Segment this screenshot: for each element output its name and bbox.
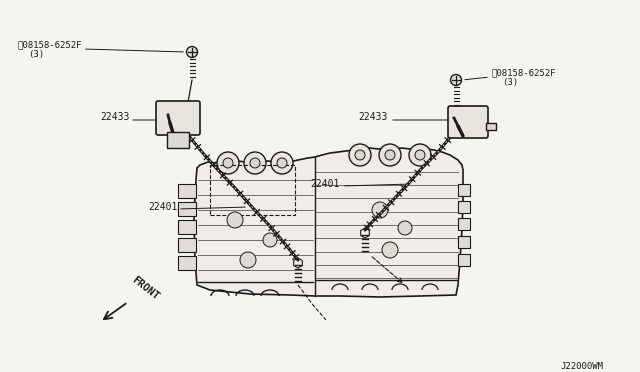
Circle shape: [217, 152, 239, 174]
Text: J22000WM: J22000WM: [560, 362, 603, 371]
Circle shape: [379, 144, 401, 166]
Circle shape: [223, 158, 233, 168]
Circle shape: [409, 144, 431, 166]
Text: 22401: 22401: [310, 179, 339, 189]
Bar: [458, 184, 470, 196]
Bar: [178, 202, 196, 216]
Circle shape: [186, 46, 198, 58]
Circle shape: [385, 150, 395, 160]
Text: (3): (3): [502, 78, 518, 87]
Bar: [458, 254, 470, 266]
Bar: [458, 218, 470, 230]
Text: (3): (3): [28, 50, 44, 59]
Text: 22433: 22433: [100, 112, 129, 122]
Bar: [458, 201, 470, 213]
Circle shape: [250, 158, 260, 168]
Bar: [178, 184, 196, 198]
Circle shape: [355, 150, 365, 160]
FancyBboxPatch shape: [448, 106, 488, 138]
Polygon shape: [194, 148, 463, 297]
Text: Ⓒ08158-6252F: Ⓒ08158-6252F: [18, 40, 83, 49]
Bar: [178, 238, 196, 252]
Circle shape: [398, 221, 412, 235]
Text: FRONT: FRONT: [130, 275, 161, 302]
Polygon shape: [486, 123, 496, 130]
Text: 22433: 22433: [358, 112, 387, 122]
Circle shape: [227, 212, 243, 228]
Circle shape: [277, 158, 287, 168]
Circle shape: [244, 152, 266, 174]
Circle shape: [349, 144, 371, 166]
Bar: [210, 165, 295, 215]
Text: Ⓒ08158-6252F: Ⓒ08158-6252F: [492, 68, 557, 77]
FancyBboxPatch shape: [156, 101, 200, 135]
Circle shape: [451, 74, 461, 86]
Circle shape: [372, 202, 388, 218]
Text: 22401: 22401: [148, 202, 177, 212]
Circle shape: [240, 252, 256, 268]
FancyBboxPatch shape: [167, 132, 189, 148]
Bar: [178, 220, 196, 234]
Bar: [458, 236, 470, 248]
Circle shape: [271, 152, 293, 174]
Circle shape: [263, 233, 277, 247]
Circle shape: [415, 150, 425, 160]
Circle shape: [382, 242, 398, 258]
Bar: [178, 256, 196, 270]
